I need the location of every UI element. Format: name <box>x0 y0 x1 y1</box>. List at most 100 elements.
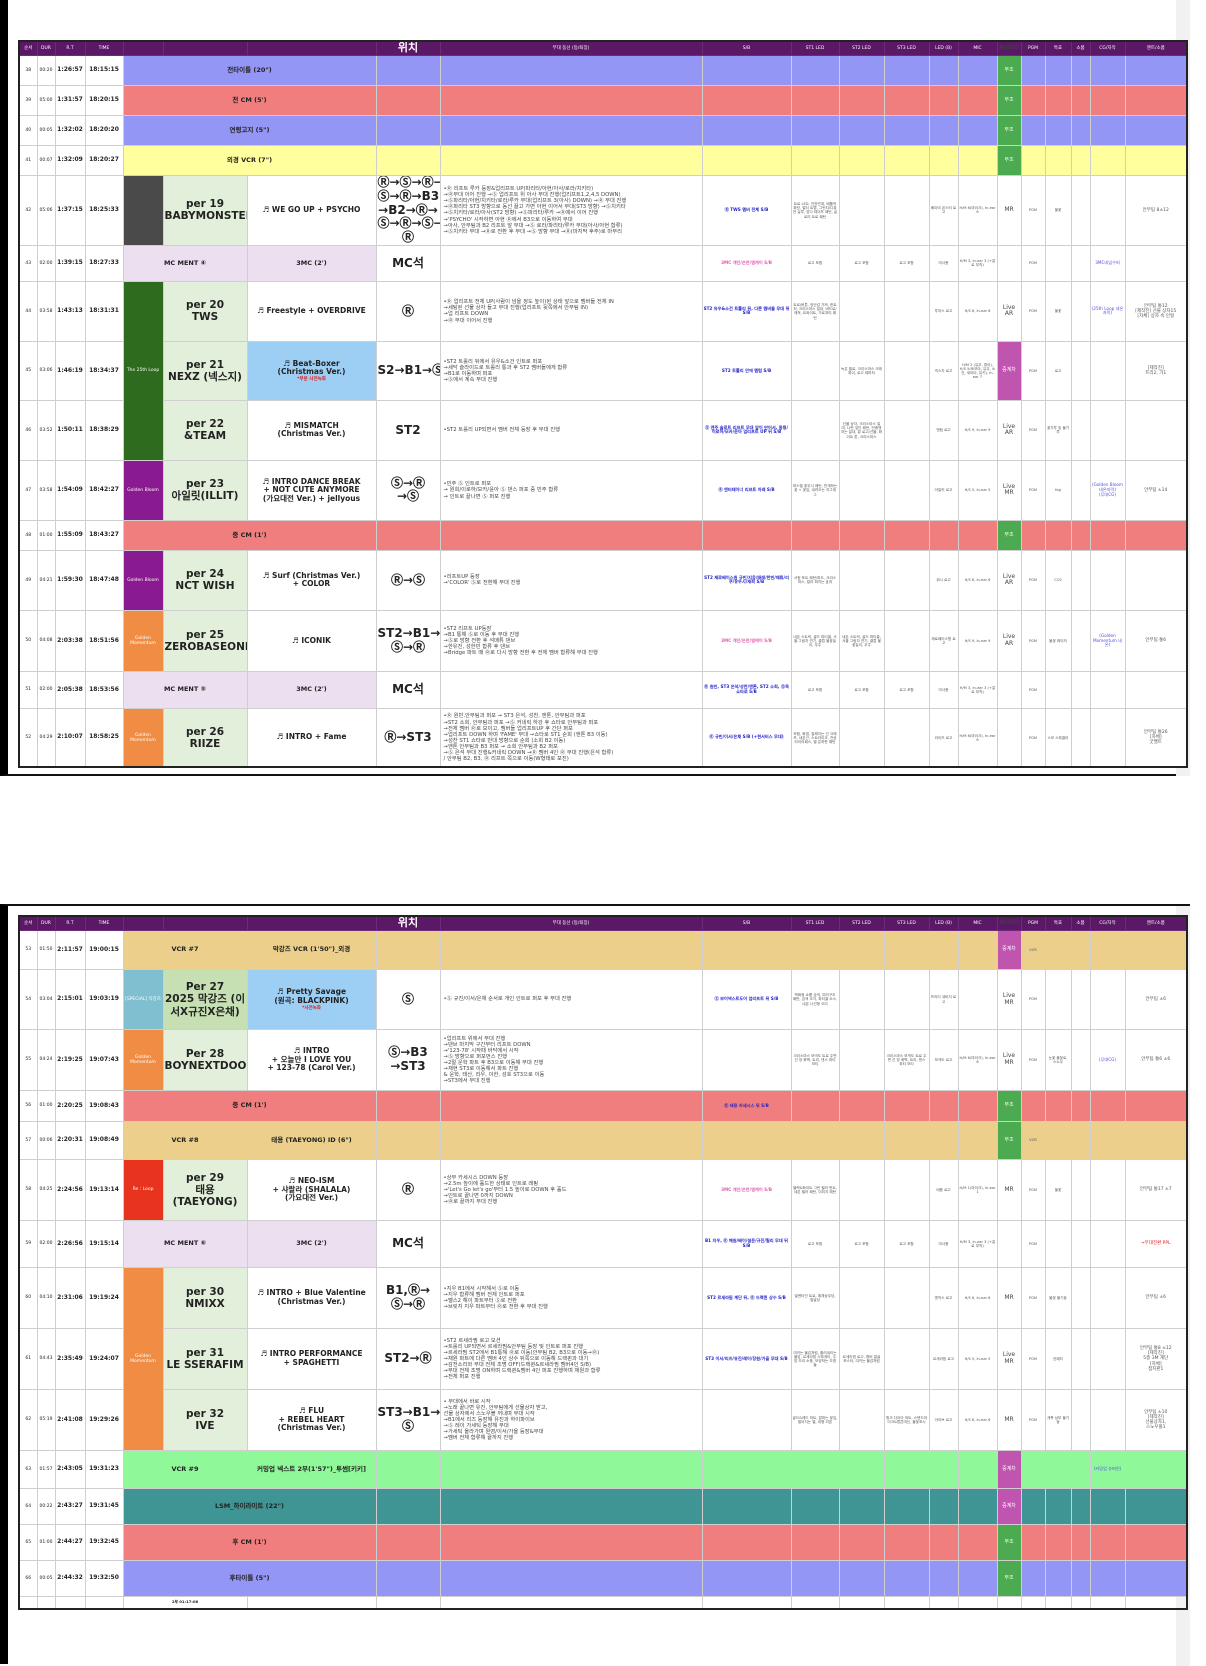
header-artist <box>162 915 248 931</box>
flow-line: →Ⓡ파리타 ST3 방향으로 동선 끌고 가면 아현 이어서 무대(ST3 방향… <box>443 204 626 211</box>
flow-line: →가세틱 올라가며 원영/이서/가을 등장&무대 <box>443 1429 544 1436</box>
position-cell <box>375 55 441 86</box>
empty-cell <box>1070 1596 1091 1609</box>
audio-status-badge: 부조 <box>996 145 1022 176</box>
row-number: 38 <box>18 55 38 86</box>
pgm-cell: PGM <box>1020 1328 1046 1390</box>
artist-number: per 32 <box>185 1407 225 1420</box>
cg-caption-cell: (Golden Momentum 네온) <box>1089 609 1126 672</box>
ment-props-cell <box>1124 549 1188 611</box>
clock-time: 18:31:31 <box>84 280 124 342</box>
table-row: 55 04:24 2:19:25 19:07:43 Golden Momentum Per… <box>18 1029 1188 1091</box>
standby-cell: Ⓢ 앤주 솔로트 리프트 무대 앞이 만어서, 뒹뒹/이로하/모카/윤아 업리프… <box>701 399 792 461</box>
led-b-cell: 미사용 <box>928 244 959 282</box>
song-note: *사전녹화 <box>302 1005 321 1011</box>
effects-cell: 스모 스파클러 <box>1044 707 1072 768</box>
ment-props-cell: 안무팀 ±10 [제작진] 선물상자1, 스노우볼1 <box>1124 1389 1188 1451</box>
st3-led-cell <box>883 399 930 461</box>
segment-title: 전타이틀 (20") <box>122 55 377 86</box>
duration: 04:43 <box>36 1328 56 1390</box>
artist-name: NMIXX <box>185 1298 225 1310</box>
table-row: 53 01:50 2:11:57 19:00:15 VCR #7 막강즈 VCR (1'5… <box>18 930 1188 970</box>
header-pgm: PGM <box>1020 915 1046 931</box>
flow-line: →'123-78' 시작때 바닥에서 시작 <box>443 1047 519 1054</box>
cg-caption-cell <box>1089 145 1126 176</box>
artist-cell: per 29 태용 (TAEYONG) <box>162 1159 248 1221</box>
st1-led-cell <box>790 1090 840 1122</box>
table-row: 43 02:00 1:39:15 18:27:33 MC MENT ④ 3MC (2') M… <box>18 244 1188 282</box>
led-b-cell <box>928 1524 959 1561</box>
pgm-cell: VCR <box>1020 1121 1046 1160</box>
duration: 04:08 <box>36 609 56 672</box>
audio-cell: MR <box>996 1267 1022 1329</box>
header-audio: AUDIO <box>996 40 1022 56</box>
song-cell: ♬ Beat-Boxer (Christmas Ver.) *부분 사전녹화 <box>246 340 377 401</box>
section-label: Re : Loop <box>122 1159 164 1221</box>
position-cell <box>375 1090 441 1122</box>
running-time: 2:10:07 <box>54 707 86 768</box>
segment-title: 중 CM (1') <box>122 1090 377 1122</box>
props-cell <box>1070 1450 1091 1489</box>
flow-line: →'COLOR' Ⓢ로 전환해 무대 진행 <box>443 580 521 587</box>
song-cell: ♬ Freestyle + OVERDRIVE <box>246 280 377 342</box>
led-b-cell <box>928 1560 959 1597</box>
audio-cell: MR <box>996 1389 1022 1451</box>
vcr-label: VCR #8 <box>122 1121 248 1160</box>
standby-cell <box>701 1524 792 1561</box>
clock-time: 19:15:14 <box>84 1220 124 1268</box>
artist-number: per 31 <box>185 1346 225 1359</box>
standby-cell: ST3 이서/리즈/유진/레이/장원/가을 무대 S/B <box>701 1328 792 1390</box>
st3-led-cell: 로고 포함 <box>883 244 930 282</box>
flow-line: 선물 상자에서 스노우볼 꺼내며 무대 시작 <box>443 1410 535 1417</box>
row-number: 47 <box>18 459 38 521</box>
song-cell: ♬ INTRO PERFORMANCE + SPAGHETTI <box>246 1328 377 1390</box>
effects-cell: 개폭 상부 불기둥 <box>1044 1389 1072 1451</box>
st1-led-cell <box>790 1560 840 1597</box>
segment-title: LSM_하이라이트 (22") <box>122 1488 377 1525</box>
table-row: 61 04:43 2:35:49 19:24:07 per 31 LE SSERAFIM ♬… <box>18 1328 1188 1390</box>
audio-cell: Live MR <box>996 1029 1022 1091</box>
header-artist <box>162 40 248 56</box>
props-cell <box>1070 707 1091 768</box>
artist-cell: per 22 &TEAM <box>162 399 248 461</box>
st2-led-cell <box>838 175 885 246</box>
duration: 01:57 <box>36 1450 56 1489</box>
song-line: ♬ Freestyle + OVERDRIVE <box>257 306 366 316</box>
clock-time: 19:08:43 <box>84 1090 124 1122</box>
artist-name: IVE <box>195 1420 215 1432</box>
effects-cell: 불꽃 <box>1044 175 1072 246</box>
st3-led-cell <box>883 1560 930 1597</box>
st3-led-cell <box>883 459 930 521</box>
duration: 00:20 <box>36 55 56 86</box>
stage-flow-cell <box>439 930 703 970</box>
clock-time: 18:47:48 <box>84 549 124 611</box>
header-section <box>122 915 164 931</box>
artist-name: 2025 막강즈 (이서X규진X은채) <box>165 993 245 1018</box>
duration: 04:29 <box>36 707 56 768</box>
artist-name: &TEAM <box>183 430 227 443</box>
audio-status-badge: 부조 <box>996 55 1022 86</box>
mic-cell <box>957 115 998 146</box>
row-number: 63 <box>18 1450 38 1489</box>
pgm-cell <box>1020 1090 1046 1122</box>
mic-cell: H/S 6, In-ear 6 <box>957 280 998 342</box>
st3-led-cell <box>883 55 930 86</box>
flow-line: →Ⓡ무대 이어 진행 →Ⓢ 업리프트 위 아사 무대 진행(업리프트1,2,4,… <box>443 192 621 199</box>
song-line: ♬ Beat-Boxer <box>283 358 340 368</box>
stage-flow-cell <box>439 1121 703 1160</box>
running-time: 2:03:38 <box>54 609 86 672</box>
stage-flow-cell: •상부 카세시스 DOWN 등장 →2.5m 높이에 홀드한 상태로 인트로 래핑… <box>439 1159 703 1221</box>
st1-led-cell <box>790 1488 840 1525</box>
pgm-cell: VCR <box>1020 930 1046 970</box>
flow-line: •Ⓡ 리프트 루카 등장&업리프트 UP(파리타/아현/아사/로라/치키타) <box>443 186 594 193</box>
led-b-cell: 앤팀 로고 <box>928 399 959 461</box>
props-cell <box>1070 1524 1091 1561</box>
duration: 05:00 <box>36 85 56 116</box>
audio-cell: Live AR <box>996 549 1022 611</box>
position-cell: MC석 <box>375 670 441 709</box>
position-cell <box>375 1488 441 1525</box>
stage-flow-cell <box>439 1524 703 1561</box>
row-number: 39 <box>18 85 38 116</box>
stage-flow-cell: •ST2 르세라핌 로고 모션 →트롤리 UP되면서 르세라핌&안무팀 등장 및 … <box>439 1328 703 1390</box>
position-cell: B1,Ⓡ→ Ⓢ→Ⓡ <box>375 1267 441 1329</box>
